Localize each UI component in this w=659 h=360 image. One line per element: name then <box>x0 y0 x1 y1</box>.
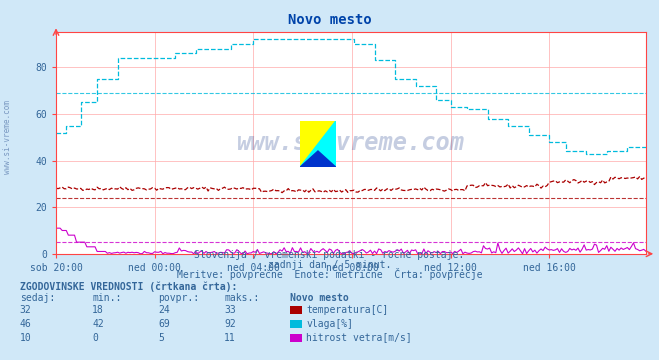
Text: maks.:: maks.: <box>224 293 259 303</box>
Text: www.si-vreme.com: www.si-vreme.com <box>237 131 465 155</box>
Text: 10: 10 <box>20 333 32 343</box>
Text: Novo mesto: Novo mesto <box>287 13 372 27</box>
Polygon shape <box>300 151 336 167</box>
Text: 18: 18 <box>92 305 104 315</box>
Text: 32: 32 <box>20 305 32 315</box>
Text: 42: 42 <box>92 319 104 329</box>
Text: zadnji dan / 5 minut.: zadnji dan / 5 minut. <box>268 260 391 270</box>
Text: 0: 0 <box>92 333 98 343</box>
Text: hitrost vetra[m/s]: hitrost vetra[m/s] <box>306 333 412 343</box>
Text: www.si-vreme.com: www.si-vreme.com <box>3 100 13 174</box>
Text: 46: 46 <box>20 319 32 329</box>
Text: min.:: min.: <box>92 293 122 303</box>
Text: povpr.:: povpr.: <box>158 293 199 303</box>
Text: temperatura[C]: temperatura[C] <box>306 305 389 315</box>
Text: 11: 11 <box>224 333 236 343</box>
Text: Novo mesto: Novo mesto <box>290 293 349 303</box>
Text: 5: 5 <box>158 333 164 343</box>
Text: 92: 92 <box>224 319 236 329</box>
Text: sedaj:: sedaj: <box>20 293 55 303</box>
Text: Slovenija / vremenski podatki - ročne postaje.: Slovenija / vremenski podatki - ročne po… <box>194 249 465 260</box>
Text: vlaga[%]: vlaga[%] <box>306 319 353 329</box>
Text: ZGODOVINSKE VREDNOSTI (črtkana črta):: ZGODOVINSKE VREDNOSTI (črtkana črta): <box>20 281 237 292</box>
Polygon shape <box>300 121 336 167</box>
Polygon shape <box>300 121 336 167</box>
Text: 69: 69 <box>158 319 170 329</box>
Text: 24: 24 <box>158 305 170 315</box>
Text: Meritve: povprečne  Enote: metrične  Črta: povprečje: Meritve: povprečne Enote: metrične Črta:… <box>177 268 482 280</box>
Text: 33: 33 <box>224 305 236 315</box>
